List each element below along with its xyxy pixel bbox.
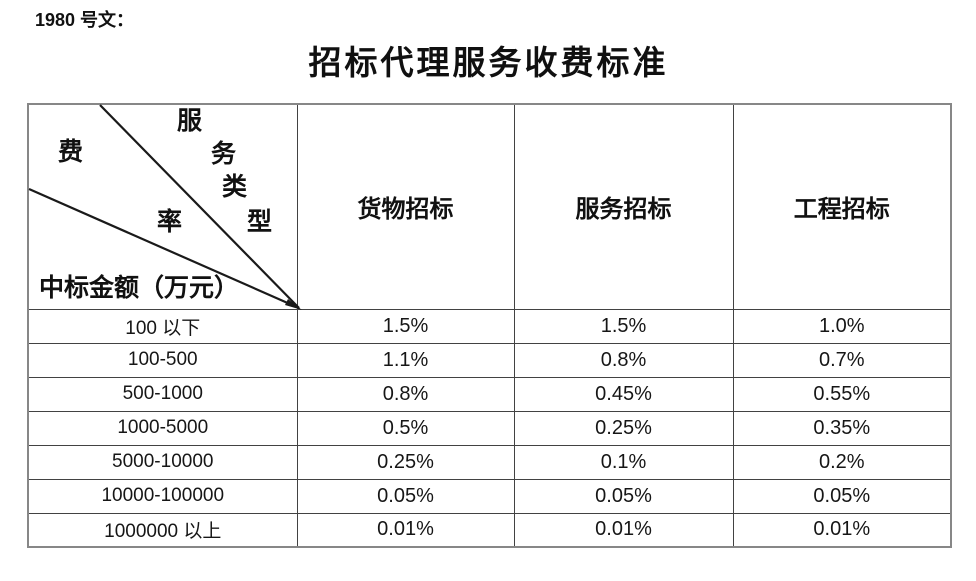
- rate-cell: 1.5%: [296, 308, 515, 344]
- row-label: 1000-5000: [27, 410, 298, 446]
- corner-amount-label: 中标金额（万元）: [39, 275, 240, 302]
- page-title: 招标代理服务收费标准: [308, 46, 669, 82]
- table-row: 100 以下 1.5% 1.5% 1.0%: [27, 308, 952, 344]
- rate-cell: 0.1%: [513, 444, 734, 480]
- rate-cell: 0.55%: [732, 376, 952, 412]
- row-label: 5000-10000: [27, 444, 298, 480]
- table-row: 1000000 以上 0.01% 0.01% 0.01%: [27, 512, 952, 548]
- rate-cell: 0.05%: [732, 478, 952, 514]
- rate-cell: 0.01%: [296, 512, 515, 548]
- diagonal-line-upper: [99, 104, 300, 309]
- rate-cell: 1.5%: [513, 308, 734, 344]
- corner-char-fee-rate: 费: [58, 139, 84, 166]
- column-header-service: 服务招标: [513, 103, 734, 310]
- diagonal-header-content: 服 务 类 型 费 率 中标金额（万元）: [28, 104, 302, 310]
- diagonal-line-lower: [28, 187, 300, 310]
- rate-cell: 0.01%: [513, 512, 734, 548]
- rate-cell: 0.25%: [513, 410, 734, 446]
- rate-cell: 0.05%: [513, 478, 734, 514]
- row-label: 100-500: [27, 342, 298, 378]
- table-row: 10000-100000 0.05% 0.05% 0.05%: [27, 478, 952, 514]
- corner-char-service-type: 服: [177, 108, 203, 135]
- arrowhead-icon: [285, 299, 302, 310]
- column-header-goods: 货物招标: [296, 103, 515, 310]
- corner-char-service-type: 型: [247, 209, 273, 236]
- rate-cell: 0.8%: [513, 342, 734, 378]
- rate-cell: 0.8%: [296, 376, 515, 412]
- row-label: 500-1000: [27, 376, 298, 412]
- fee-standard-table: 服 务 类 型 费 率 中标金额（万元） 货物招标 服务招标 工程招标 100 …: [27, 103, 952, 548]
- table-row: 500-1000 0.8% 0.45% 0.55%: [27, 376, 952, 412]
- corner-char-fee-rate: 率: [157, 209, 183, 236]
- rate-cell: 0.05%: [296, 478, 515, 514]
- rate-cell: 0.25%: [296, 444, 515, 480]
- table-row: 1000-5000 0.5% 0.25% 0.35%: [27, 410, 952, 446]
- table-row: 100-500 1.1% 0.8% 0.7%: [27, 342, 952, 378]
- rate-cell: 1.0%: [732, 308, 952, 344]
- rate-cell: 0.01%: [732, 512, 952, 548]
- table-row: 5000-10000 0.25% 0.1% 0.2%: [27, 444, 952, 480]
- diagonal-lines-graphic: [28, 104, 302, 310]
- rate-cell: 0.45%: [513, 376, 734, 412]
- doc-number-label: 1980 号文：: [35, 10, 135, 30]
- row-label: 100 以下: [27, 308, 298, 344]
- corner-char-service-type: 务: [211, 141, 237, 168]
- rate-cell: 1.1%: [296, 342, 515, 378]
- corner-char-service-type: 类: [222, 174, 248, 201]
- rate-cell: 0.2%: [732, 444, 952, 480]
- row-label: 1000000 以上: [27, 512, 298, 548]
- rate-cell: 0.5%: [296, 410, 515, 446]
- column-header-works: 工程招标: [732, 103, 952, 310]
- row-label: 10000-100000: [27, 478, 298, 514]
- rate-cell: 0.7%: [732, 342, 952, 378]
- diagonal-header-cell: 服 务 类 型 费 率 中标金额（万元）: [27, 103, 302, 310]
- header-row: 服 务 类 型 费 率 中标金额（万元） 货物招标 服务招标 工程招标: [27, 103, 952, 310]
- rate-cell: 0.35%: [732, 410, 952, 446]
